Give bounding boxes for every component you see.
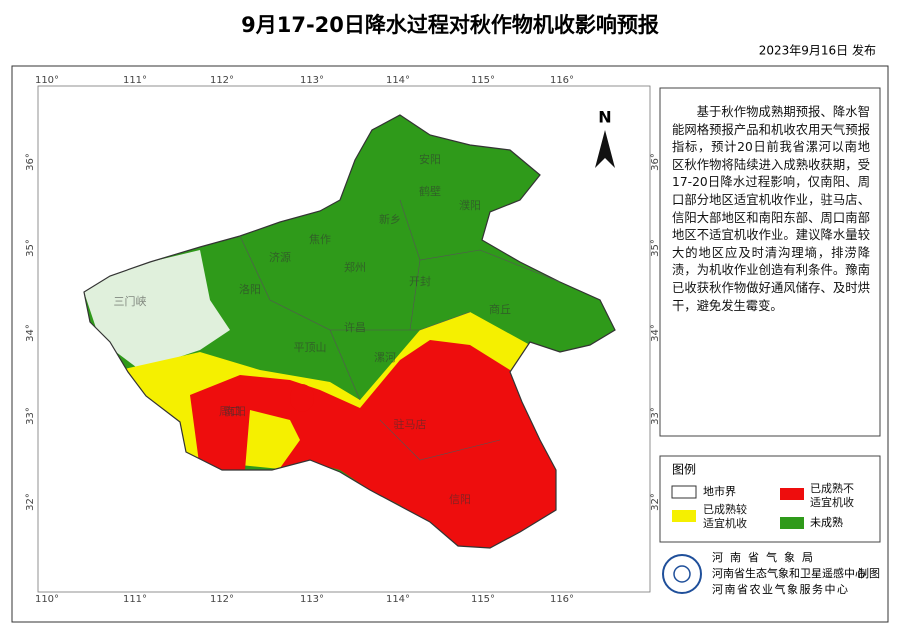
legend-label: 已成熟不适宜机收: [810, 482, 854, 509]
made-by: 制图: [858, 567, 880, 580]
legend-swatch-unsuitable: [780, 488, 804, 500]
longitude-label: 110°: [35, 75, 59, 86]
city-label: 许昌: [344, 321, 366, 334]
legend-title: 图例: [672, 463, 696, 477]
north-arrow: [595, 130, 615, 168]
latitude-label: 36°: [25, 153, 36, 171]
logo-inner: [673, 565, 691, 583]
city-border: [239, 235, 361, 401]
latitude-label: 35°: [25, 239, 36, 257]
city-label: 郑州: [344, 260, 366, 274]
city-label: 漯河: [374, 351, 396, 364]
longitude-label: 116°: [550, 75, 574, 86]
city-label: 驻马店: [394, 417, 427, 431]
latitude-label: 32°: [650, 493, 661, 511]
longitude-label: 115°: [471, 594, 495, 605]
org: 河南省气象局: [712, 550, 820, 564]
city-label: 开封: [409, 274, 431, 288]
longitude-label: 114°: [386, 594, 410, 605]
org: 河南省农业气象服务中心: [712, 582, 850, 596]
map-frame: [37, 85, 651, 593]
longitude-label: 115°: [471, 75, 495, 86]
latitude-label: 35°: [650, 239, 661, 257]
north-label: N: [598, 108, 611, 127]
city-label: 商丘: [489, 302, 511, 316]
coordinates: 110° 110° 111° 111° 112° 112° 113° 113° 114° 114°…: [25, 75, 661, 605]
city-label: 焦作: [309, 233, 331, 246]
city-borders: [239, 199, 561, 461]
longitude-label: 111°: [123, 594, 147, 605]
longitude-label: 116°: [550, 594, 574, 605]
city-border: [379, 419, 501, 461]
city-label: 济源: [269, 250, 291, 264]
latitude-label: 36°: [650, 153, 661, 171]
title: 9月17-20日降水过程对秋作物机收影响预报: [241, 13, 659, 37]
city-label: 濮阳: [459, 198, 481, 212]
longitude-label: 112°: [210, 594, 234, 605]
city-label: 安阳: [419, 152, 441, 166]
city-label: 三门峡: [114, 294, 147, 308]
city-label: 洛阳: [239, 282, 261, 296]
longitude-label: 113°: [300, 594, 324, 605]
outer-frame: [11, 65, 889, 623]
org: 河南省生态气象和卫星遥感中心: [712, 566, 866, 580]
legend-swatch-suitable: [672, 510, 696, 522]
city-label: 平顶山: [294, 341, 327, 354]
city-label: 鹤壁: [419, 184, 441, 198]
city-border: [330, 311, 471, 331]
longitude-label: 110°: [35, 594, 59, 605]
logo: [662, 554, 702, 594]
latitude-label: 33°: [650, 407, 661, 425]
legend-swatch-border: [671, 485, 697, 499]
longitude-label: 114°: [386, 75, 410, 86]
latitude-label: 33°: [25, 407, 36, 425]
city-border: [399, 199, 561, 283]
city-label: 周口: [219, 405, 241, 418]
city-label: 南阳: [224, 405, 246, 418]
longitude-label: 111°: [123, 75, 147, 86]
unsuitable-area: [290, 384, 314, 412]
city-label: 信阳: [449, 493, 471, 506]
province-border: [83, 114, 616, 549]
latitude-label: 34°: [25, 324, 36, 342]
legend-label: 已成熟较适宜机收: [703, 503, 747, 530]
longitude-label: 113°: [300, 75, 324, 86]
latitude-label: 32°: [25, 493, 36, 511]
legend-swatch-immature: [780, 517, 804, 529]
legend-label: 地市界: [703, 484, 736, 498]
city-border: [409, 259, 421, 331]
legend-box: [659, 455, 881, 543]
latitude-label: 34°: [650, 324, 661, 342]
description: 基于秋作物成熟期预报、降水智能网格预报产品和机收农用天气预报指标，预计20日前我…: [672, 105, 870, 313]
legend-label: 未成熟: [810, 515, 843, 529]
boundary-area: [84, 250, 230, 370]
unsuitable-area: [190, 340, 560, 548]
description-box: [659, 87, 881, 437]
issue-date: 2023年9月16日 发布: [759, 43, 876, 58]
city-label: 新乡: [379, 212, 401, 226]
longitude-label: 112°: [210, 75, 234, 86]
